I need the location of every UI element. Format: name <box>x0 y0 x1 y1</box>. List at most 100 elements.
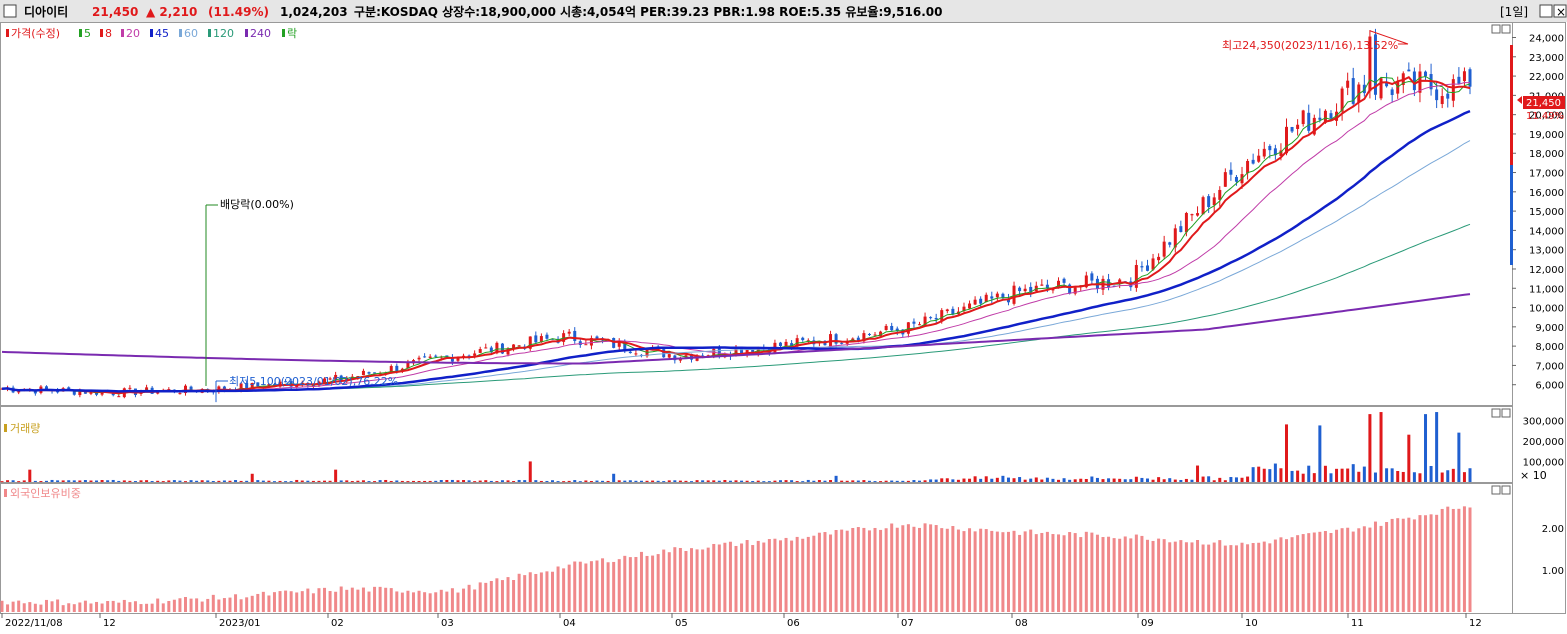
candle-body <box>450 357 454 362</box>
foreign-panel <box>0 483 1513 614</box>
volume-bar <box>1196 465 1200 482</box>
volume-panel-close-button[interactable] <box>1501 408 1511 418</box>
foreign-bar <box>1318 531 1322 612</box>
foreign-bar <box>528 572 532 612</box>
volume-bar <box>56 480 60 482</box>
volume-bar <box>284 481 288 483</box>
volume-bar <box>1095 477 1099 482</box>
volume-bar <box>512 481 516 483</box>
volume-panel-min-button[interactable] <box>1491 408 1501 418</box>
foreign-bar <box>867 530 871 612</box>
volume-bar <box>690 481 694 483</box>
window-checkbox[interactable] <box>3 4 17 18</box>
candle-body <box>222 386 226 391</box>
price-panel-close-button[interactable] <box>1501 24 1511 34</box>
foreign-bar <box>756 540 760 612</box>
foreign-bar <box>467 584 471 612</box>
candle-body <box>918 324 921 326</box>
volume-bar <box>817 480 821 482</box>
volume-bar <box>1012 478 1016 482</box>
foreign-bar <box>1407 517 1411 612</box>
volume-bar <box>33 480 37 482</box>
volume-bar <box>584 480 588 482</box>
price-tick-label: 11,000 <box>1529 284 1564 295</box>
volume-bar <box>551 480 554 482</box>
candle-body <box>445 355 449 357</box>
foreign-bar <box>1168 542 1172 612</box>
foreign-bar <box>556 566 560 612</box>
foreign-bar <box>1440 508 1444 612</box>
volume-bar <box>634 480 638 482</box>
volume-bar <box>117 480 121 482</box>
foreign-bar <box>356 589 360 612</box>
settings-box[interactable] <box>1539 4 1553 18</box>
ma45-line <box>1 109 1471 393</box>
candle-body <box>156 391 160 394</box>
candle-body <box>929 317 933 319</box>
low-note: 최저5,100(2023/01/02),76.22% <box>229 375 398 388</box>
volume-bar <box>172 480 176 482</box>
candle-body <box>1229 169 1233 175</box>
foreign-bar <box>339 586 343 612</box>
volume-bar <box>862 480 866 482</box>
candle-body <box>1173 228 1177 248</box>
foreign-bar <box>1312 532 1316 612</box>
foreign-bar <box>1090 532 1094 612</box>
candle-body <box>1440 96 1444 105</box>
volume-bar <box>89 480 93 482</box>
volume-bar <box>1418 473 1422 482</box>
volume-bar <box>1429 465 1433 482</box>
foreign-bar <box>234 594 238 612</box>
candle-body <box>100 391 104 395</box>
foreign-panel-min-button[interactable] <box>1491 485 1501 495</box>
volume-bar <box>1101 479 1105 482</box>
price-tick-label: 8,000 <box>1535 342 1564 353</box>
foreign-title-marker <box>4 489 7 497</box>
close-icon[interactable]: × <box>1556 5 1566 19</box>
foreign-bar <box>717 544 721 612</box>
volume-bar <box>767 481 771 483</box>
volume-bar <box>1362 466 1366 482</box>
volume-tick-label: 300,000 <box>1523 416 1564 427</box>
volume-bar <box>1396 471 1400 482</box>
foreign-panel-close-button[interactable] <box>1501 485 1511 495</box>
foreign-bar <box>790 540 794 612</box>
foreign-bar <box>145 603 149 612</box>
candle-body <box>806 340 810 342</box>
volume-bar <box>867 480 871 482</box>
x-tick-label: 06 <box>787 618 800 629</box>
volume-bar <box>578 481 582 483</box>
foreign-bar <box>879 529 883 612</box>
volume-bar <box>400 480 404 482</box>
volume-bar <box>840 480 844 482</box>
candle-body <box>589 338 593 346</box>
candle-body <box>395 365 399 372</box>
volume-bar <box>11 480 15 482</box>
foreign-bar <box>211 594 215 612</box>
volume-bar <box>1323 465 1327 482</box>
period-selector[interactable]: [1일] <box>1500 5 1528 19</box>
foreign-bar <box>1084 531 1088 612</box>
volume-bar <box>406 481 410 483</box>
foreign-bar <box>912 526 916 612</box>
ma240-line <box>1 293 1471 365</box>
volume-bar <box>411 480 415 482</box>
volume-bar <box>706 480 710 482</box>
candle-body <box>1018 287 1022 292</box>
candle-body <box>1468 69 1472 87</box>
foreign-bar <box>1057 534 1061 612</box>
close-button[interactable] <box>1553 4 1567 18</box>
volume-bar <box>17 481 21 483</box>
foreign-bar <box>1385 522 1389 612</box>
legend-marker <box>150 29 153 37</box>
volume-bar <box>22 480 26 482</box>
foreign-bar <box>1118 538 1122 612</box>
volume-bar <box>1112 478 1116 482</box>
foreign-bar <box>1123 536 1127 612</box>
foreign-bar <box>195 598 199 612</box>
candle-body <box>72 390 76 395</box>
foreign-bar <box>1429 514 1433 612</box>
price-panel-min-button[interactable] <box>1491 24 1501 34</box>
foreign-tick-label: 2.00 <box>1542 524 1564 535</box>
candle-body <box>1212 197 1216 206</box>
